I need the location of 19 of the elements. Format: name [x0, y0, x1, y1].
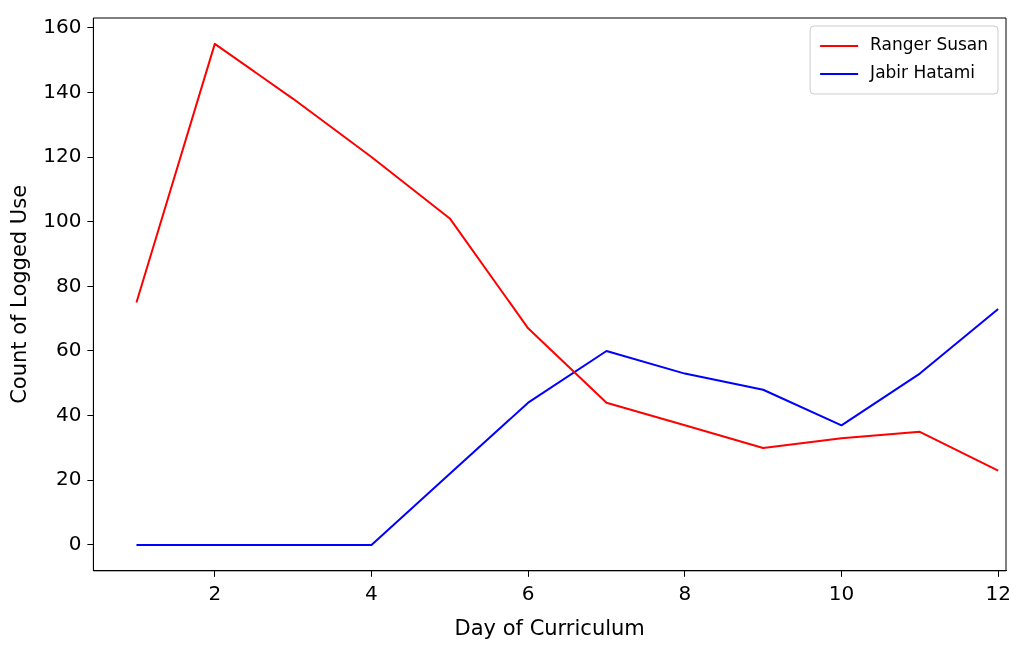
y-tick-label: 140	[43, 78, 82, 103]
x-tick-label: 6	[521, 581, 535, 605]
y-tick-label: 40	[55, 401, 82, 426]
y-tick-label: 100	[43, 207, 82, 232]
y-axis-title: Count of Logged Use	[7, 184, 32, 404]
x-tick-label: 8	[678, 581, 692, 605]
x-tick-label: 12	[985, 581, 1011, 605]
x-axis-title: Day of Curriculum	[454, 615, 645, 640]
x-tick-label: 2	[208, 581, 222, 605]
y-tick-label: 20	[55, 466, 82, 491]
x-tick-label: 4	[365, 581, 378, 605]
y-tick-label: 80	[55, 272, 82, 297]
y-tick-label: 160	[43, 13, 82, 38]
x-tick-label: 10	[828, 581, 855, 605]
legend-label: Ranger Susan	[870, 34, 988, 55]
y-tick-label: 120	[43, 143, 82, 168]
y-tick-label: 0	[68, 531, 82, 556]
legend-label: Jabir Hatami	[869, 62, 976, 83]
y-tick-label: 60	[55, 337, 82, 362]
